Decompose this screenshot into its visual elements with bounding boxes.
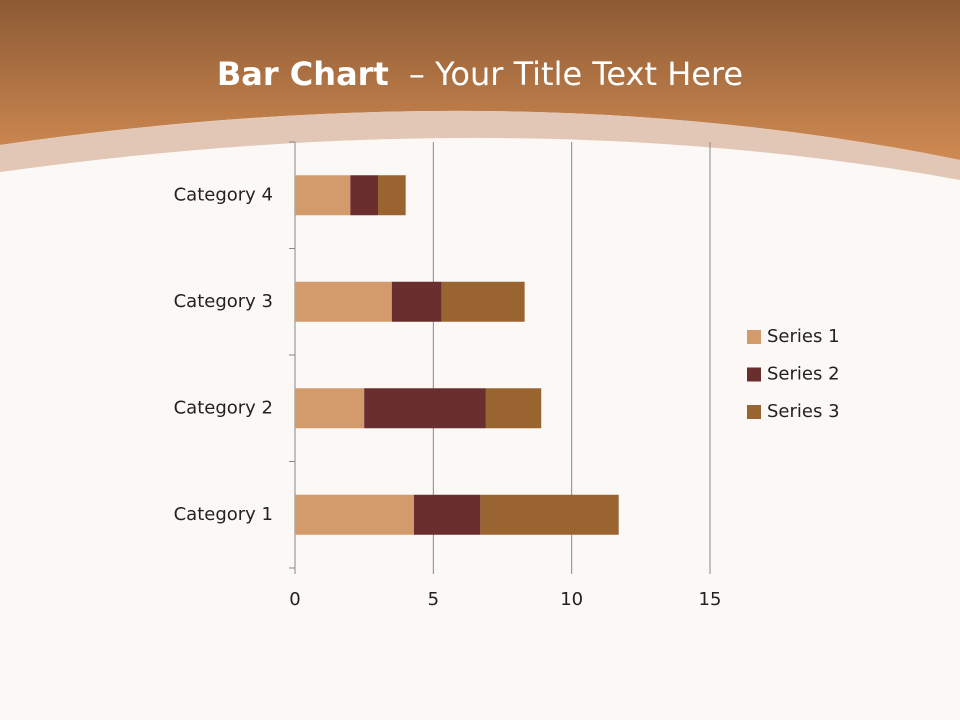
legend-swatch [747, 367, 761, 382]
title-bold: Bar Chart [217, 55, 389, 93]
y-tick-label: Category 3 [174, 291, 273, 312]
plot: 0 5 10 15 Category 1 Category 2 Category 3 Cate… [174, 141, 840, 610]
y-tick-label: Category 2 [174, 397, 273, 418]
bar-segment [485, 388, 542, 429]
bar-segment [295, 281, 392, 322]
bar-segment [295, 175, 351, 216]
header-band [0, 0, 960, 160]
x-tick-label: 0 [289, 589, 300, 610]
bar-segment [413, 494, 481, 535]
bar-segment [295, 494, 414, 535]
legend-swatch [747, 330, 761, 344]
bar-segment [364, 388, 486, 429]
legend-label: Series 2 [767, 364, 840, 385]
y-tick-label: Category 1 [174, 504, 273, 525]
x-tick-label: 10 [560, 589, 583, 610]
bar-segment [350, 175, 378, 216]
bar-segment [441, 281, 525, 322]
bar-segment [480, 494, 619, 535]
slide-title: Bar Chart – Your Title Text Here [217, 55, 743, 93]
bar-segment [295, 388, 365, 429]
x-tick-label: 5 [428, 589, 439, 610]
bar-segment [391, 281, 442, 322]
legend-swatch [747, 405, 761, 419]
legend-label: Series 1 [767, 326, 840, 347]
legend-label: Series 3 [767, 401, 840, 422]
bar-segment [378, 175, 406, 216]
header-wave [0, 110, 960, 180]
y-tick-label: Category 4 [174, 184, 273, 205]
title-rest: – Your Title Text Here [409, 55, 743, 93]
x-tick-label: 15 [699, 589, 722, 610]
